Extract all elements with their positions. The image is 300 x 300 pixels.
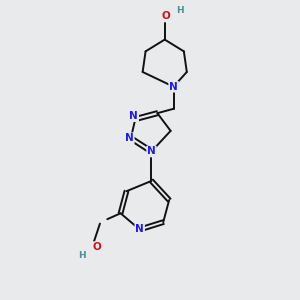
Text: N: N (125, 133, 134, 143)
Text: N: N (169, 82, 178, 92)
Text: O: O (162, 11, 171, 21)
Text: H: H (176, 6, 183, 15)
Text: H: H (79, 251, 86, 260)
Text: N: N (135, 224, 144, 235)
Text: N: N (147, 146, 156, 157)
Text: O: O (93, 242, 101, 252)
Text: N: N (129, 111, 138, 121)
